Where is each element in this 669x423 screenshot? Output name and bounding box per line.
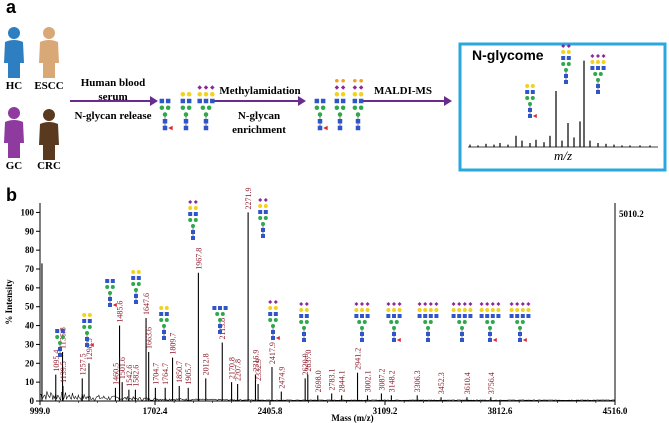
panel-b-letter: b bbox=[6, 185, 17, 205]
peak-label: 3087.2 bbox=[377, 368, 386, 390]
peak-label: 1485.6 bbox=[116, 301, 125, 323]
n-glycome-axis-label: m/z bbox=[554, 148, 573, 163]
peak-label: 1967.8 bbox=[194, 248, 203, 270]
x-tick-label: 3812.6 bbox=[488, 406, 513, 416]
arrow-1 bbox=[70, 96, 158, 106]
y-tick-label: 60 bbox=[25, 283, 35, 293]
peak-label: 1764.7 bbox=[161, 363, 170, 385]
step-methylamidation-label: Methylamidation bbox=[219, 85, 301, 97]
peak-label: 1704.7 bbox=[151, 363, 160, 385]
peak-label: 2844.1 bbox=[338, 370, 347, 392]
peak-label: 2012.8 bbox=[202, 353, 211, 375]
y-tick-label: 10 bbox=[25, 377, 35, 387]
peak-label: 1905.7 bbox=[184, 363, 193, 385]
y-axis-label: % Intensity bbox=[4, 279, 14, 325]
x-axis-label: Mass (m/z) bbox=[331, 413, 373, 423]
released-glycans-icon bbox=[159, 85, 215, 131]
peak-label: 1542.6 bbox=[125, 365, 134, 387]
peak-label: 2332.9 bbox=[254, 359, 263, 381]
peak-label: 1809.7 bbox=[169, 333, 178, 355]
person-gc-icon bbox=[4, 107, 24, 158]
x-tick-label: 4516.0 bbox=[603, 406, 628, 416]
max-intensity-label: 5010.2 bbox=[619, 209, 644, 219]
person-escc-icon bbox=[39, 27, 59, 78]
peak-label: 1663.6 bbox=[145, 327, 154, 349]
baseline-noise bbox=[39, 391, 615, 402]
group-label-crc: CRC bbox=[37, 160, 61, 172]
peak-label: 2474.9 bbox=[277, 367, 286, 389]
step-enrichment-label: N-glycan enrichment bbox=[232, 110, 286, 136]
peak-label: 2113.8 bbox=[218, 318, 227, 340]
y-tick-label: 70 bbox=[25, 264, 35, 274]
peak-label: 2783.1 bbox=[328, 368, 337, 390]
peak-label: 1582.6 bbox=[131, 365, 140, 387]
peak-glycans-icon bbox=[55, 198, 531, 357]
x-tick-label: 999.0 bbox=[30, 406, 51, 416]
x-tick-label: 3109.2 bbox=[373, 406, 398, 416]
peak-label: 3756.4 bbox=[487, 372, 496, 394]
step-serum-label: Human blood serum bbox=[80, 77, 146, 103]
y-tick-label: 40 bbox=[25, 321, 35, 331]
peak-label: 1647.6 bbox=[142, 293, 151, 315]
peak-label: 1257.5 bbox=[78, 353, 87, 375]
peak-label: 2207.8 bbox=[234, 359, 243, 381]
y-tick-label: 90 bbox=[25, 226, 35, 236]
peak-label: 1139.5 bbox=[59, 361, 68, 383]
group-label-hc: HC bbox=[5, 80, 23, 92]
y-tick-label: 100 bbox=[21, 207, 35, 217]
peak-label: 3148.2 bbox=[387, 370, 396, 392]
panel-a-graphic bbox=[4, 27, 667, 172]
methylamidated-glycans-icon bbox=[314, 78, 364, 131]
y-tick-label: 20 bbox=[25, 358, 35, 368]
peak-label: 2941.2 bbox=[354, 348, 363, 370]
y-tick-label: 30 bbox=[25, 339, 35, 349]
person-hc-icon bbox=[4, 27, 24, 78]
peak-label: 3452.3 bbox=[437, 372, 446, 394]
peak-label: 2637.0 bbox=[304, 350, 313, 372]
group-label-escc: ESCC bbox=[34, 80, 64, 92]
arrow-3 bbox=[360, 96, 452, 106]
panel-a-letter: a bbox=[6, 0, 17, 17]
peak-label: 2316.9 bbox=[251, 350, 260, 372]
peak-label: 2620.9 bbox=[301, 353, 310, 375]
y-tick-label: 0 bbox=[30, 396, 35, 406]
peak-label: 3610.4 bbox=[463, 372, 472, 394]
y-tick-label: 50 bbox=[25, 302, 35, 312]
person-crc-icon bbox=[39, 109, 59, 160]
step-release-label: N-glycan release bbox=[74, 110, 152, 122]
peak-label: 1460.5 bbox=[111, 363, 120, 385]
mini-spectrum-glycans-icon bbox=[525, 44, 606, 118]
y-tick-label: 80 bbox=[25, 245, 35, 255]
n-glycome-title: N-glycome bbox=[472, 47, 544, 63]
peak-label: 2271.9 bbox=[244, 187, 253, 209]
peak-label: 1298.5 bbox=[85, 338, 94, 360]
group-label-gc: GC bbox=[5, 160, 23, 172]
peak-label: 3306.3 bbox=[413, 370, 422, 392]
peak-label: 1095.4 bbox=[52, 350, 61, 372]
peak-label: 2170.8 bbox=[228, 357, 237, 379]
step-maldi-label: MALDI-MS bbox=[373, 85, 433, 97]
peak-label: 3002.1 bbox=[363, 370, 372, 392]
peak-label: 2417.9 bbox=[268, 342, 277, 364]
peak-label: 2698.0 bbox=[314, 370, 323, 392]
x-tick-label: 1702.4 bbox=[143, 406, 168, 416]
arrow-2 bbox=[214, 96, 306, 106]
x-tick-label: 2405.8 bbox=[258, 406, 283, 416]
peak-label: 1501.6 bbox=[118, 357, 127, 379]
mini-spectrum bbox=[468, 60, 658, 148]
peak-label: 1850.7 bbox=[175, 361, 184, 383]
